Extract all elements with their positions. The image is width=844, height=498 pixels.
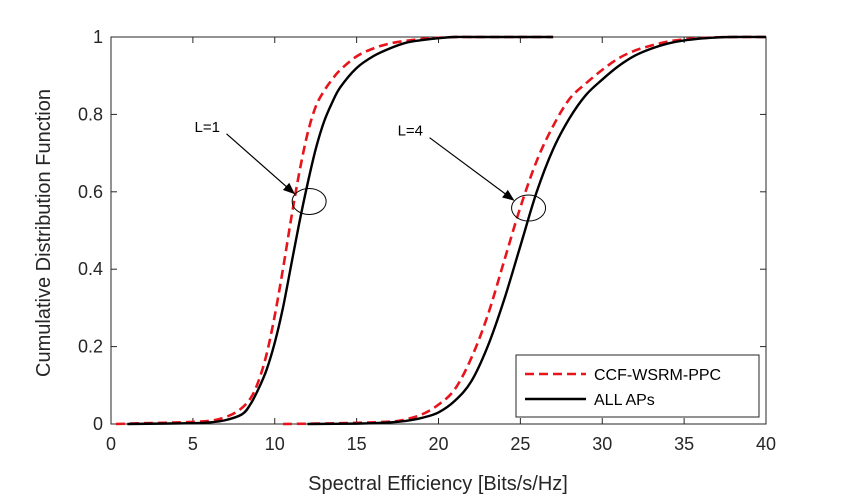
ccf-wsrm-ppc-line-l4 bbox=[282, 35, 767, 426]
x-tick-label: 0 bbox=[106, 434, 116, 454]
x-tick-label: 15 bbox=[347, 434, 367, 454]
y-tick-label: 0.8 bbox=[78, 104, 103, 124]
y-tick-label: 0 bbox=[93, 414, 103, 434]
legend-box bbox=[515, 354, 760, 418]
x-tick-label: 20 bbox=[428, 434, 448, 454]
x-axis-label: Spectral Efficiency [Bits/s/Hz] bbox=[308, 473, 568, 495]
plot-area: 0 5 10 15 20 25 30 35 40 0 0.2 0.4 0.6 0.8 1 L=1 L=4 CCF-… bbox=[78, 27, 776, 454]
x-tick-label: 5 bbox=[188, 434, 198, 454]
annotation-arrow bbox=[429, 137, 515, 201]
annotation-label: L=4 bbox=[398, 123, 423, 140]
legend-label: ALL APs bbox=[594, 392, 655, 409]
annotation-ellipse bbox=[291, 187, 327, 215]
all-aps-line-l1 bbox=[127, 35, 554, 426]
x-tick-label: 10 bbox=[265, 434, 285, 454]
all-aps-line-l4 bbox=[307, 35, 767, 426]
legend-label: CCF-WSRM-PPC bbox=[594, 367, 721, 384]
annotation-arrow bbox=[226, 133, 296, 195]
y-tick-label: 0.6 bbox=[78, 182, 103, 202]
x-tick-label: 40 bbox=[756, 434, 776, 454]
annotation-ellipse bbox=[511, 194, 547, 222]
x-tick-label: 35 bbox=[674, 434, 694, 454]
y-axis-label: Cumulative Distribution Function bbox=[33, 89, 55, 377]
y-tick-label: 1 bbox=[93, 27, 103, 47]
ccf-wsrm-ppc-line-l1 bbox=[115, 35, 554, 426]
x-tick-label: 30 bbox=[592, 434, 612, 454]
y-tick-label: 0.2 bbox=[78, 337, 103, 357]
x-tick-label: 25 bbox=[510, 434, 530, 454]
y-tick-label: 0.4 bbox=[78, 259, 103, 279]
annotation-label: L=1 bbox=[195, 119, 220, 136]
